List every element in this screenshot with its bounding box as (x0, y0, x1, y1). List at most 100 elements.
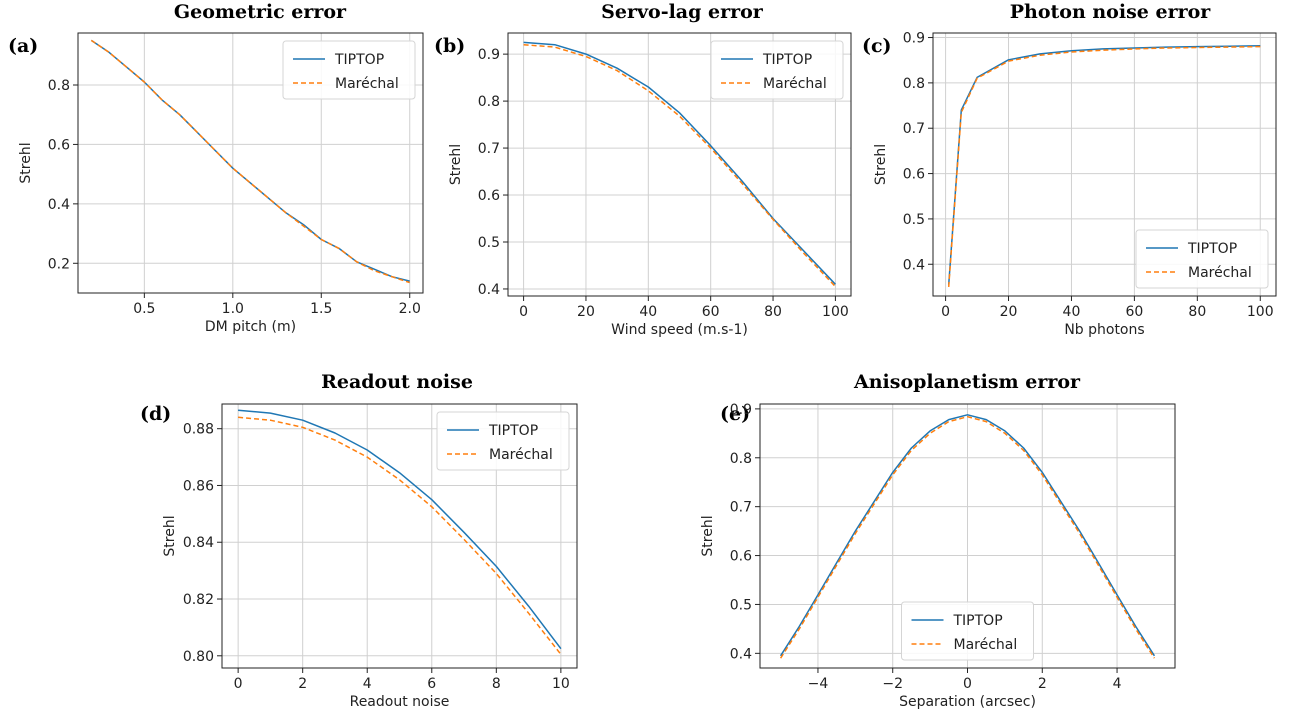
plot-frame (759, 403, 1176, 669)
legend: TIPTOP Maréchal (901, 601, 1034, 661)
y-tick-label: 0.4 (48, 197, 70, 213)
legend-label: Maréchal (763, 76, 827, 92)
y-tick-label: 0.4 (730, 646, 752, 662)
y-tick-label: 0.7 (903, 121, 925, 137)
legend-label: Maréchal (335, 76, 399, 92)
chart-panel-d: Readout noise (d) 0 2 4 6 8 10 0.80 0.82 0.84 0.86 0… (140, 371, 578, 710)
x-tick-label: 100 (1247, 304, 1274, 320)
x-tick-label: 0 (963, 676, 972, 692)
x-tick-label: 100 (822, 304, 849, 320)
y-tick-label: 0.82 (183, 592, 214, 608)
chart-panel-e: Anisoplanetism error (e) −4 −2 0 2 4 0.4 0.5 0.6 0… (700, 371, 1176, 710)
chart-panel-c: Photon noise error (c) 0 20 40 60 80 100 0.4 0.5 0… (862, 1, 1277, 338)
x-axis-label: Readout noise (350, 694, 450, 710)
x-tick-label: 1.0 (222, 301, 244, 317)
x-tick-label: 4 (363, 676, 372, 692)
x-axis-label: Nb photons (1064, 322, 1144, 338)
x-tick-label: −2 (882, 676, 903, 692)
legend-box (436, 411, 570, 471)
x-tick-label: 10 (552, 676, 570, 692)
x-axis-label: Separation (arcsec) (899, 694, 1036, 710)
legend-label: TIPTOP (1187, 241, 1237, 257)
chart-panel-b: Servo-lag error (b) 0 20 40 60 80 100 0.4 0.5 0.6 0… (434, 1, 852, 338)
series-line-tiptop (238, 409, 562, 650)
y-tick-label: 0.8 (730, 451, 752, 467)
y-tick-label: 0.80 (183, 649, 214, 665)
panel-label: (e) (720, 403, 750, 425)
y-tick-label: 0.7 (478, 141, 500, 157)
legend-label: Maréchal (1188, 265, 1252, 281)
y-tick-label: 0.84 (183, 535, 214, 551)
x-tick-label: 4 (1113, 676, 1122, 692)
legend-box (282, 40, 416, 100)
plot-frame (77, 32, 424, 294)
x-tick-label: 20 (1000, 304, 1018, 320)
y-tick-label: 0.6 (903, 167, 925, 183)
series-line-marechal (523, 43, 836, 288)
x-axis-label: Wind speed (m.s-1) (611, 322, 748, 338)
chart-title: Photon noise error (1010, 1, 1212, 23)
x-tick-label: 2.0 (399, 301, 421, 317)
x-tick-label: 0 (941, 304, 950, 320)
x-tick-label: 1.5 (310, 301, 332, 317)
legend-label: TIPTOP (334, 52, 384, 68)
series-line-marechal (238, 416, 562, 655)
x-tick-label: 60 (1125, 304, 1143, 320)
series-line-marechal (90, 39, 410, 284)
y-axis-label: Strehl (162, 515, 178, 556)
y-tick-label: 0.8 (478, 94, 500, 110)
y-tick-label: 0.9 (730, 402, 752, 418)
y-tick-label: 0.5 (730, 597, 752, 613)
series-line-marechal (779, 415, 1156, 659)
plot-frame (507, 32, 852, 297)
chart-title: Anisoplanetism error (853, 371, 1081, 393)
legend: TIPTOP Maréchal (282, 40, 416, 100)
y-tick-label: 0.7 (730, 500, 752, 516)
legend-label: TIPTOP (953, 613, 1003, 629)
x-tick-label: 40 (639, 304, 657, 320)
x-tick-label: 60 (702, 304, 720, 320)
x-tick-label: 20 (577, 304, 595, 320)
chart-panel-a: Geometric error (a) 0.5 1.0 1.5 2.0 0.2 0.4 0.6 0… (8, 1, 424, 335)
y-tick-label: 0.4 (903, 257, 925, 273)
y-tick-label: 0.5 (903, 212, 925, 228)
x-axis-label: DM pitch (m) (205, 319, 296, 335)
legend: TIPTOP Maréchal (436, 411, 570, 471)
legend-label: TIPTOP (762, 52, 812, 68)
x-tick-label: 0 (519, 304, 528, 320)
series-line-tiptop (947, 44, 1261, 285)
y-tick-label: 0.5 (478, 235, 500, 251)
legend-label: Maréchal (954, 637, 1018, 653)
y-axis-label: Strehl (18, 142, 34, 183)
panel-label: (d) (140, 403, 171, 425)
x-tick-label: 2 (1038, 676, 1047, 692)
series-line-marechal (947, 45, 1261, 287)
y-tick-label: 0.6 (730, 549, 752, 565)
x-tick-label: −4 (808, 676, 829, 692)
y-axis-label: Strehl (700, 515, 716, 556)
y-axis-label: Strehl (448, 144, 464, 185)
chart-title: Geometric error (174, 1, 347, 23)
y-tick-label: 0.88 (183, 422, 214, 438)
x-tick-label: 80 (1188, 304, 1206, 320)
plot-frame (221, 403, 578, 669)
y-tick-label: 0.4 (478, 282, 500, 298)
x-tick-label: 0 (234, 676, 243, 692)
legend-label: Maréchal (489, 447, 553, 463)
x-tick-label: 80 (764, 304, 782, 320)
legend: TIPTOP Maréchal (1135, 229, 1269, 289)
y-tick-label: 0.86 (183, 478, 214, 494)
series-line-tiptop (523, 41, 836, 285)
y-tick-label: 0.8 (903, 76, 925, 92)
series-line-tiptop (779, 414, 1156, 657)
x-tick-label: 8 (492, 676, 501, 692)
panel-label: (c) (862, 35, 892, 57)
legend-box (901, 601, 1034, 661)
x-tick-label: 6 (427, 676, 436, 692)
y-tick-label: 0.9 (903, 31, 925, 47)
y-axis-label: Strehl (873, 144, 889, 185)
y-tick-label: 0.6 (48, 137, 70, 153)
legend-label: TIPTOP (488, 423, 538, 439)
legend-box (1135, 229, 1269, 289)
